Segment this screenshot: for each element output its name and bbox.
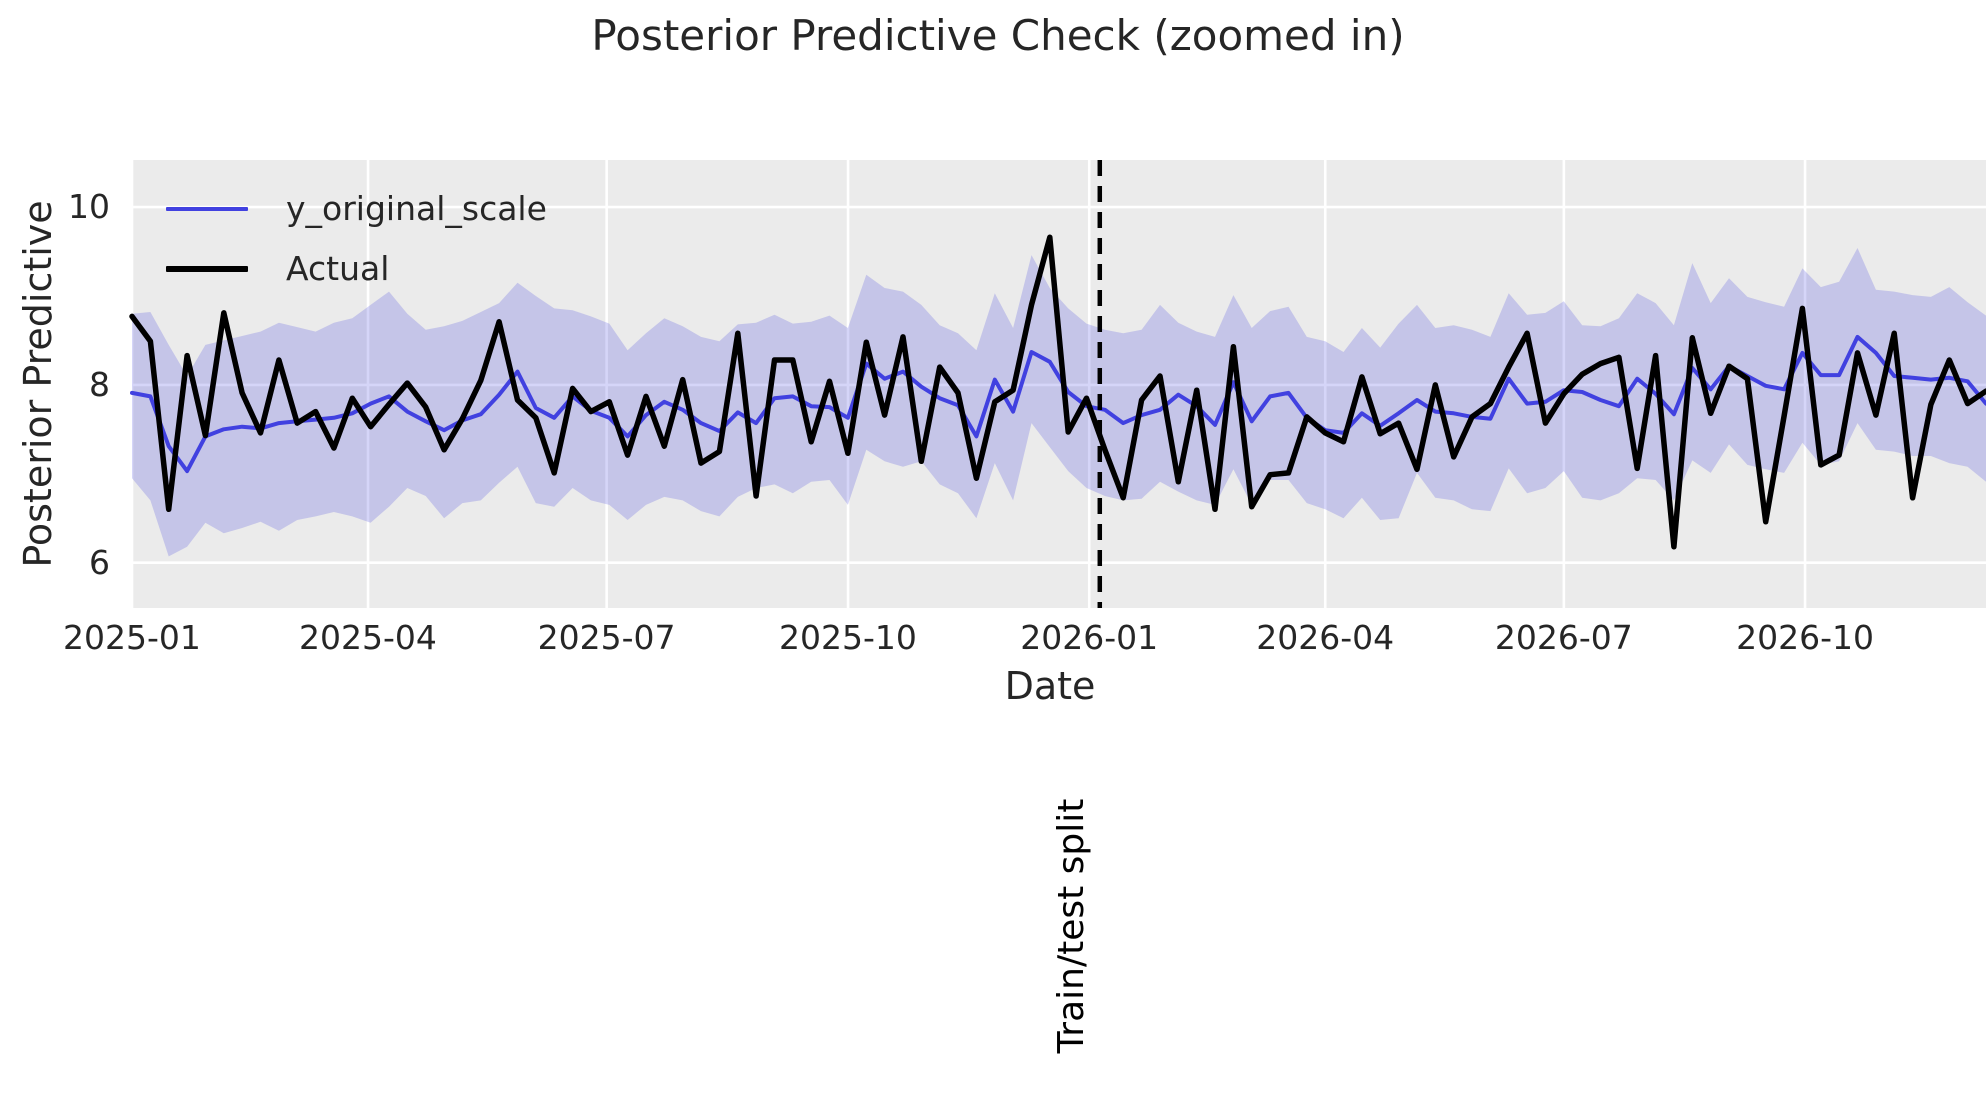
x-tick-label: 2025-10	[779, 618, 917, 657]
chart-title: Posterior Predictive Check (zoomed in)	[591, 11, 1405, 60]
legend-label-actual: Actual	[286, 249, 390, 288]
x-axis-label: Date	[1004, 664, 1096, 708]
x-tick-label: 2026-10	[1736, 618, 1874, 657]
y-tick-label: 10	[68, 187, 110, 227]
actual-line-swatch	[166, 266, 248, 272]
x-tick-label: 2026-07	[1494, 618, 1633, 657]
train-test-split-annotation: Train/test split	[1051, 798, 1092, 1054]
legend-label-predicted: y_original_scale	[286, 189, 547, 228]
posterior-interval-band	[132, 248, 1986, 557]
x-tick-label: 2026-04	[1256, 618, 1395, 657]
x-tick-label: 2025-07	[537, 618, 676, 657]
x-tick-label: 2025-01	[63, 618, 201, 657]
x-tick-label: 2026-01	[1020, 618, 1159, 657]
predicted-line-swatch	[166, 207, 248, 211]
predicted-line	[130, 334, 1986, 474]
x-tick-label: 2025-04	[299, 618, 437, 657]
actual-line	[129, 234, 1986, 550]
y-tick-label: 8	[89, 364, 110, 404]
y-tick-label: 6	[89, 542, 110, 582]
